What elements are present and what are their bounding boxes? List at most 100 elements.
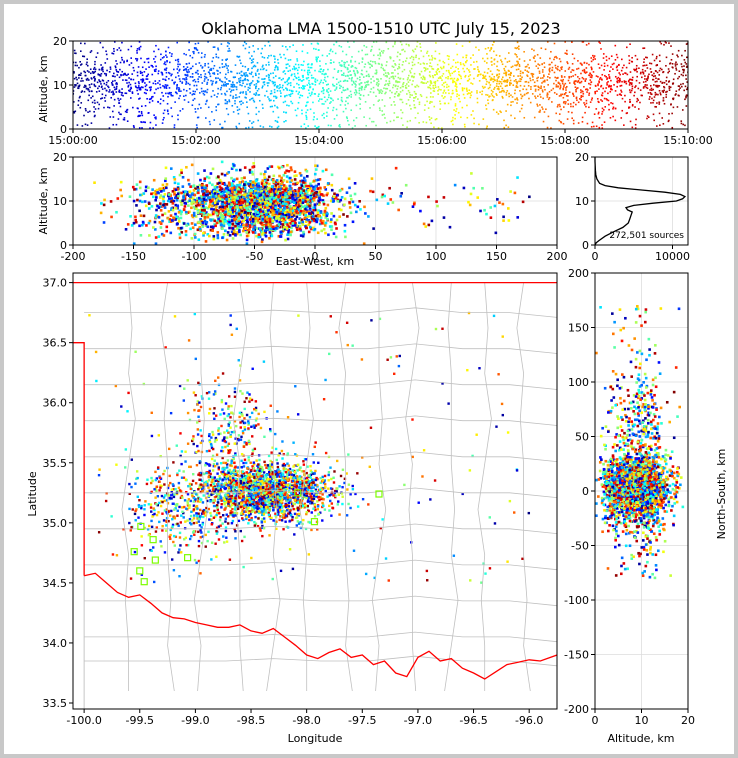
source-point (358, 89, 361, 92)
source-point (203, 93, 206, 96)
source-point (138, 127, 141, 129)
source-point (369, 107, 371, 109)
source-point (401, 70, 404, 73)
source-point (401, 89, 404, 92)
source-point (127, 85, 130, 88)
source-point (271, 105, 274, 108)
source-point (224, 76, 226, 79)
source-point (243, 176, 246, 180)
source-point (159, 190, 163, 193)
source-point (194, 108, 197, 110)
source-point (460, 116, 462, 119)
source-point (258, 217, 261, 221)
source-point (332, 99, 334, 102)
source-point (385, 41, 388, 44)
source-point (211, 191, 215, 194)
source-point (189, 67, 192, 70)
source-point (284, 100, 287, 103)
source-point (290, 193, 293, 196)
source-point (130, 87, 133, 90)
source-point (272, 216, 276, 219)
source-point (155, 116, 157, 118)
source-point (460, 75, 462, 78)
source-point (98, 103, 101, 106)
source-point (612, 115, 614, 118)
source-point (196, 208, 200, 212)
source-point (173, 181, 177, 185)
source-point (209, 228, 213, 232)
source-point (232, 199, 236, 203)
source-point (384, 72, 387, 74)
source-point (436, 69, 439, 71)
source-point (377, 85, 379, 87)
source-point (483, 77, 485, 79)
source-point (154, 116, 156, 119)
source-point (309, 192, 313, 196)
source-point (253, 64, 256, 67)
source-point (518, 45, 520, 48)
source-point (99, 41, 102, 44)
source-point (478, 80, 481, 82)
source-point (683, 89, 686, 92)
source-point (498, 75, 500, 78)
source-point (588, 74, 591, 77)
source-point (482, 57, 484, 60)
source-point (322, 194, 325, 197)
source-point (418, 57, 420, 60)
source-point (112, 116, 115, 118)
source-point (288, 65, 291, 67)
source-point (277, 62, 280, 64)
source-point (110, 215, 113, 219)
source-point (254, 87, 257, 90)
source-point (217, 103, 219, 106)
source-point (78, 74, 80, 77)
source-point (141, 66, 144, 69)
source-point (550, 89, 553, 92)
source-point (199, 92, 201, 94)
source-point (633, 94, 635, 97)
source-point (564, 52, 567, 55)
source-point (100, 97, 102, 100)
source-point (426, 100, 428, 103)
source-point (254, 203, 257, 207)
source-point (360, 82, 362, 84)
source-point (296, 197, 299, 201)
source-point (236, 109, 239, 112)
source-point (281, 180, 284, 184)
source-point (439, 108, 441, 110)
source-point (290, 226, 293, 230)
source-point (101, 79, 104, 81)
source-point (432, 96, 434, 98)
source-point (188, 197, 192, 201)
source-point (571, 111, 573, 114)
source-point (202, 206, 206, 209)
source-point (678, 85, 681, 87)
source-point (497, 86, 500, 88)
source-point (315, 195, 318, 199)
source-point (421, 82, 424, 84)
source-point (374, 62, 377, 65)
source-point (310, 66, 313, 69)
source-point (100, 83, 102, 85)
source-point (629, 91, 632, 93)
source-point (365, 74, 368, 77)
source-point (490, 46, 493, 49)
source-point (244, 75, 247, 78)
source-point (597, 112, 600, 115)
source-point (118, 102, 121, 104)
source-point (194, 236, 197, 239)
source-point (305, 118, 308, 120)
source-point (257, 48, 259, 50)
source-point (305, 215, 309, 219)
source-point (441, 127, 443, 129)
source-point (190, 67, 193, 70)
source-point (319, 193, 323, 196)
source-point (454, 117, 456, 120)
source-point (317, 95, 320, 97)
source-point (505, 94, 508, 96)
source-point (488, 86, 491, 89)
source-point (183, 95, 185, 97)
source-point (649, 89, 651, 91)
source-point (116, 49, 119, 51)
source-point (281, 86, 284, 89)
